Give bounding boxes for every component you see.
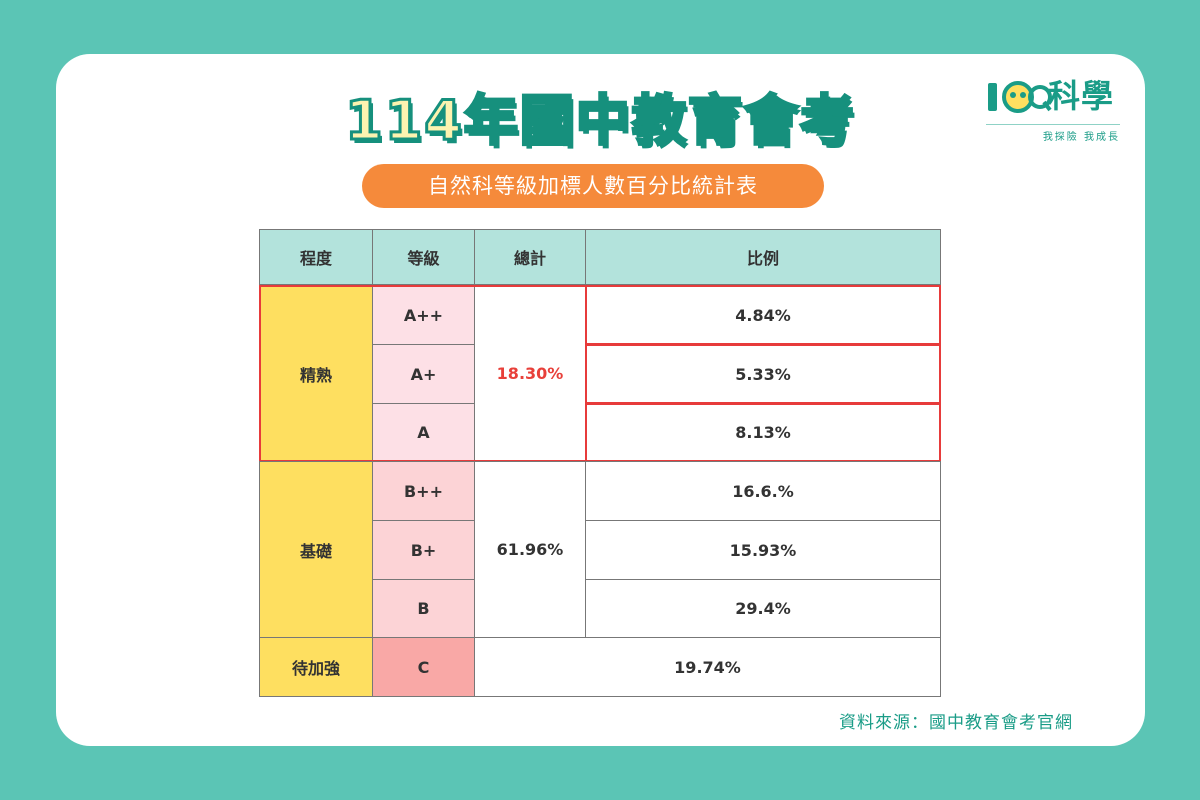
ratio-cell: 4.84%	[585, 285, 941, 345]
logo-name: 科學	[1048, 77, 1115, 115]
header-grade: 等級	[372, 229, 475, 285]
ratio-cell: 8.13%	[585, 403, 941, 462]
total-cell: 18.30%	[474, 285, 586, 462]
ratio-cell: 15.93%	[585, 520, 941, 580]
grade-cell: B	[372, 579, 475, 638]
grade-cell: A++	[372, 285, 475, 345]
level-cell: 待加強	[259, 637, 373, 697]
grade-cell: B+	[372, 520, 475, 580]
header-ratio: 比例	[585, 229, 941, 285]
header-level: 程度	[259, 229, 373, 285]
level-cell: 基礎	[259, 461, 373, 638]
stats-table: 程度 等級 總計 比例 精熟 A++ A+ A 18.30% 4.84% 5.3…	[259, 229, 941, 697]
subtitle-banner: 自然科等級加標人數百分比統計表	[362, 164, 824, 208]
grade-cell: B++	[372, 461, 475, 521]
total-cell: 61.96%	[474, 461, 586, 638]
source-note: 資料來源：國中教育會考官網	[839, 713, 1073, 733]
logo-divider	[986, 124, 1120, 125]
ratio-cell: 29.4%	[585, 579, 941, 638]
content-card: 114年國中教育會考 自然科等級加標人數百分比統計表 科學 我探險 我成長 程度…	[56, 54, 1145, 746]
grade-cell: C	[372, 637, 475, 697]
ratio-cell: 16.6.%	[585, 461, 941, 521]
brand-logo: 科學 我探險 我成長	[986, 76, 1126, 143]
header-total: 總計	[474, 229, 586, 285]
page-title: 114年國中教育會考	[344, 88, 856, 154]
grade-cell: A	[372, 403, 475, 462]
total-cell: 19.74%	[474, 637, 941, 697]
level-cell: 精熟	[259, 285, 373, 462]
grade-cell: A+	[372, 344, 475, 404]
ratio-cell: 5.33%	[585, 344, 941, 404]
iq-logo-icon	[988, 81, 1052, 113]
logo-slogan: 我探險 我成長	[1042, 132, 1120, 143]
